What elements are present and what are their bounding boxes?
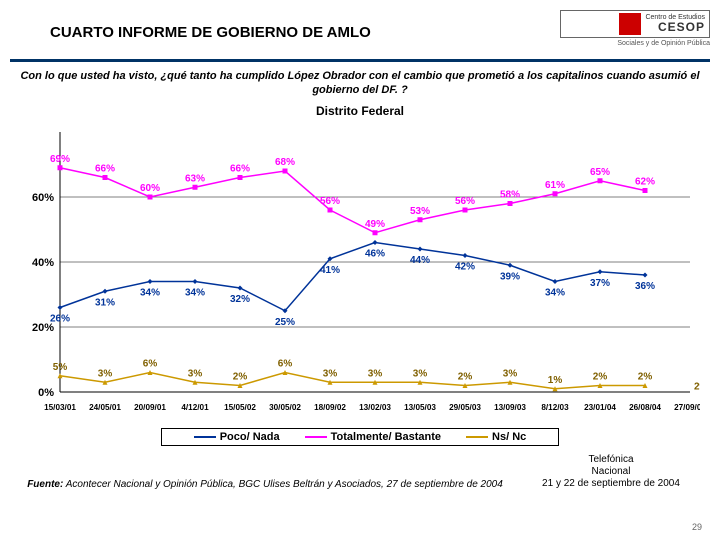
svg-text:2%: 2% [638,371,653,382]
svg-text:40%: 40% [32,257,54,269]
svg-text:3%: 3% [323,368,338,379]
svg-text:3%: 3% [98,368,113,379]
svg-text:61%: 61% [545,179,565,190]
svg-text:3%: 3% [413,368,428,379]
phone-box: Telefónica Nacional 21 y 22 de septiembr… [516,454,706,490]
svg-text:34%: 34% [185,287,205,298]
svg-text:29/05/03: 29/05/03 [449,403,481,412]
svg-text:68%: 68% [275,157,295,168]
svg-text:4/12/01: 4/12/01 [181,403,209,412]
svg-text:32%: 32% [230,294,250,305]
legend-label: Poco/ Nada [220,431,280,443]
legend-item: Poco/ Nada [194,431,280,443]
chart: 0%20%40%60%15/03/0124/05/0120/09/014/12/… [20,122,700,422]
chart-svg: 0%20%40%60%15/03/0124/05/0120/09/014/12/… [20,122,700,422]
page-number: 29 [692,522,702,532]
svg-text:27/09/04: 27/09/04 [674,403,700,412]
svg-text:15/03/01: 15/03/01 [44,403,76,412]
svg-text:65%: 65% [590,166,610,177]
svg-text:6%: 6% [278,358,293,369]
chart-subtitle: Distrito Federal [0,104,720,118]
svg-text:58%: 58% [500,189,520,200]
svg-text:3%: 3% [188,368,203,379]
svg-text:69%: 69% [50,153,70,164]
page-title: CUARTO INFORME DE GOBIERNO DE AMLO [10,24,560,41]
logo-line2: Sociales y de Opinión Pública [560,40,710,48]
svg-text:13/02/03: 13/02/03 [359,403,391,412]
svg-text:5%: 5% [53,361,68,372]
svg-text:24/05/01: 24/05/01 [89,403,121,412]
svg-text:0%: 0% [38,387,54,399]
svg-text:2%: 2% [458,371,473,382]
svg-text:66%: 66% [95,163,115,174]
legend-swatch-icon [466,436,488,438]
svg-text:53%: 53% [410,205,430,216]
svg-text:31%: 31% [95,297,115,308]
svg-text:1%: 1% [548,374,563,385]
svg-text:56%: 56% [320,196,340,207]
tel-line3: 21 y 22 de septiembre de 2004 [516,478,706,490]
tel-line2: Nacional [516,466,706,478]
svg-text:60%: 60% [32,192,54,204]
svg-text:62%: 62% [635,176,655,187]
svg-text:6%: 6% [143,358,158,369]
source-body: Acontecer Nacional y Opinión Pública, BG… [66,479,503,490]
svg-text:44%: 44% [410,255,430,266]
svg-text:42%: 42% [455,261,475,272]
legend-item: Totalmente/ Bastante [305,431,441,443]
svg-text:49%: 49% [365,218,385,229]
tel-line1: Telefónica [516,454,706,466]
logo-brand: CESOP [645,21,705,34]
svg-text:2%: 2% [694,381,700,392]
svg-text:26/08/04: 26/08/04 [629,403,661,412]
svg-text:60%: 60% [140,183,160,194]
svg-text:26%: 26% [50,313,70,324]
svg-text:36%: 36% [635,281,655,292]
svg-text:63%: 63% [185,173,205,184]
legend-swatch-icon [305,436,327,438]
svg-text:2%: 2% [593,371,608,382]
svg-text:34%: 34% [545,287,565,298]
svg-text:30/05/02: 30/05/02 [269,403,301,412]
svg-text:3%: 3% [503,368,518,379]
source-text: Fuente: Acontecer Nacional y Opinión Púb… [14,479,516,490]
svg-text:13/05/03: 13/05/03 [404,403,436,412]
footer: Fuente: Acontecer Nacional y Opinión Púb… [0,446,720,490]
legend-label: Totalmente/ Bastante [331,431,441,443]
header-rule [10,59,710,62]
question-text: Con lo que usted ha visto, ¿qué tanto ha… [0,70,720,98]
svg-text:34%: 34% [140,287,160,298]
svg-text:8/12/03: 8/12/03 [541,403,569,412]
svg-text:13/09/03: 13/09/03 [494,403,526,412]
logo: Centro de Estudios CESOP Sociales y de O… [560,10,710,55]
svg-text:25%: 25% [275,316,295,327]
svg-text:18/09/02: 18/09/02 [314,403,346,412]
svg-text:39%: 39% [500,271,520,282]
svg-text:3%: 3% [368,368,383,379]
svg-text:56%: 56% [455,196,475,207]
legend: Poco/ Nada Totalmente/ Bastante Ns/ Nc [161,428,559,446]
svg-text:46%: 46% [365,248,385,259]
svg-text:37%: 37% [590,277,610,288]
svg-text:20/09/01: 20/09/01 [134,403,166,412]
svg-text:66%: 66% [230,163,250,174]
header: CUARTO INFORME DE GOBIERNO DE AMLO Centr… [0,0,720,55]
legend-label: Ns/ Nc [492,431,526,443]
svg-text:2%: 2% [233,371,248,382]
legend-swatch-icon [194,436,216,438]
source-label: Fuente: [27,479,63,490]
svg-text:41%: 41% [320,264,340,275]
svg-text:23/01/04: 23/01/04 [584,403,616,412]
svg-text:15/05/02: 15/05/02 [224,403,256,412]
legend-item: Ns/ Nc [466,431,526,443]
